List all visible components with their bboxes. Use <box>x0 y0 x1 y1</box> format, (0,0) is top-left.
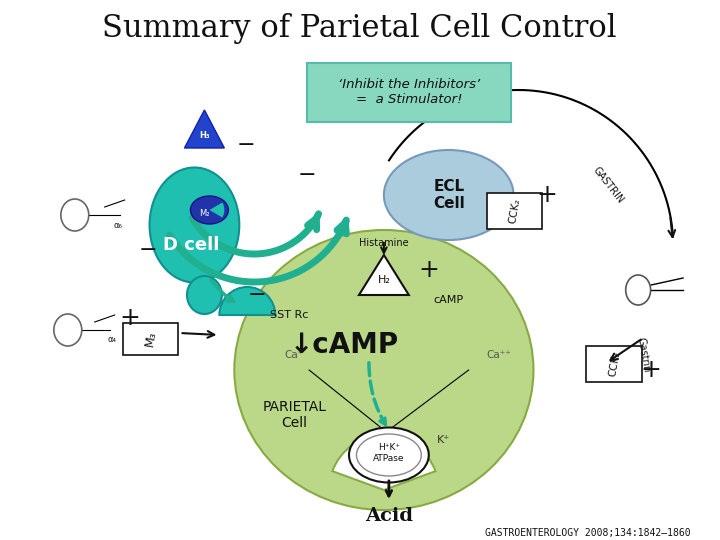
Text: CCK₂: CCK₂ <box>607 350 621 377</box>
Text: H⁺K⁺
ATPase: H⁺K⁺ ATPase <box>373 443 405 463</box>
Ellipse shape <box>626 275 651 305</box>
FancyBboxPatch shape <box>122 323 179 355</box>
Text: ECL
Cell: ECL Cell <box>433 179 464 211</box>
Wedge shape <box>333 435 436 490</box>
Text: H₃: H₃ <box>199 131 210 139</box>
FancyBboxPatch shape <box>487 193 542 229</box>
Text: M₃: M₃ <box>143 330 158 348</box>
FancyBboxPatch shape <box>307 63 510 122</box>
Text: Acid: Acid <box>365 507 413 525</box>
Text: Gastrin: Gastrin <box>635 336 651 373</box>
Text: GASTROENTEROLOGY 2008;134:1842–1860: GASTROENTEROLOGY 2008;134:1842–1860 <box>485 528 691 538</box>
Text: Ca⁺⁺: Ca⁺⁺ <box>486 350 511 360</box>
Text: +: + <box>536 183 557 207</box>
Ellipse shape <box>54 314 82 346</box>
Text: Summary of Parietal Cell Control: Summary of Parietal Cell Control <box>102 12 616 44</box>
Ellipse shape <box>384 150 513 240</box>
Text: −: − <box>298 165 316 185</box>
Text: H₂: H₂ <box>377 275 390 285</box>
Text: ‘Inhibit the Inhibitors’
=  a Stimulator!: ‘Inhibit the Inhibitors’ = a Stimulator! <box>338 78 480 106</box>
Text: Histamine: Histamine <box>359 238 409 248</box>
Text: M₂: M₂ <box>199 208 210 218</box>
Wedge shape <box>220 287 275 315</box>
Text: +: + <box>641 358 662 382</box>
Text: D cell: D cell <box>163 236 220 254</box>
Text: PARIETAL
Cell: PARIETAL Cell <box>262 400 326 430</box>
Ellipse shape <box>150 167 239 282</box>
Text: −: − <box>248 285 266 305</box>
Ellipse shape <box>349 428 429 483</box>
Ellipse shape <box>60 199 89 231</box>
FancyBboxPatch shape <box>586 346 642 382</box>
Text: GASTRIN: GASTRIN <box>591 165 626 205</box>
Ellipse shape <box>187 276 222 314</box>
Text: −: − <box>138 240 157 260</box>
Text: cAMP: cAMP <box>433 295 464 305</box>
Ellipse shape <box>356 434 421 476</box>
Wedge shape <box>210 202 225 218</box>
Text: α₆: α₆ <box>113 220 122 230</box>
Polygon shape <box>184 110 225 148</box>
Text: CCK₂: CCK₂ <box>508 198 522 225</box>
Ellipse shape <box>234 230 534 510</box>
Text: −: − <box>237 135 256 155</box>
Ellipse shape <box>191 196 228 224</box>
Text: α₄: α₄ <box>107 335 116 345</box>
Text: K⁺: K⁺ <box>437 435 450 445</box>
Text: ↓cAMP: ↓cAMP <box>289 331 398 359</box>
Text: Ca⁺: Ca⁺ <box>284 350 304 360</box>
Text: +: + <box>120 306 140 330</box>
Polygon shape <box>359 255 409 295</box>
Text: +: + <box>418 258 439 282</box>
Text: SST Rc: SST Rc <box>270 310 308 320</box>
